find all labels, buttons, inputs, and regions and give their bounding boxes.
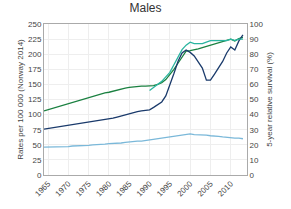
- svg-text:10: 10: [250, 156, 259, 165]
- svg-text:70: 70: [250, 65, 259, 74]
- svg-text:1990: 1990: [135, 179, 154, 198]
- svg-text:150: 150: [28, 80, 42, 89]
- svg-text:20: 20: [250, 141, 259, 150]
- svg-text:50: 50: [250, 95, 259, 104]
- svg-text:1995: 1995: [155, 179, 174, 198]
- svg-text:5-year relative survival (%): 5-year relative survival (%): [265, 52, 274, 147]
- svg-text:1985: 1985: [115, 179, 134, 198]
- svg-text:Rates per 100 000 (Norway 2014: Rates per 100 000 (Norway 2014): [16, 39, 25, 160]
- svg-text:80: 80: [250, 50, 259, 59]
- svg-text:30: 30: [250, 126, 259, 135]
- svg-text:60: 60: [250, 80, 259, 89]
- svg-text:90: 90: [250, 35, 259, 44]
- svg-text:75: 75: [32, 126, 41, 135]
- svg-text:1970: 1970: [54, 179, 73, 198]
- svg-text:2010: 2010: [216, 179, 235, 198]
- svg-text:25: 25: [32, 156, 41, 165]
- svg-text:100: 100: [28, 110, 42, 119]
- svg-text:125: 125: [28, 95, 42, 104]
- svg-text:1965: 1965: [33, 179, 52, 198]
- svg-text:1980: 1980: [94, 179, 113, 198]
- svg-text:2000: 2000: [175, 179, 194, 198]
- svg-text:200: 200: [28, 50, 42, 59]
- svg-text:0: 0: [250, 171, 255, 180]
- svg-text:1975: 1975: [74, 179, 93, 198]
- svg-text:175: 175: [28, 65, 42, 74]
- svg-text:250: 250: [28, 20, 42, 29]
- svg-text:2005: 2005: [196, 179, 215, 198]
- svg-text:225: 225: [28, 35, 42, 44]
- svg-text:Males: Males: [129, 1, 161, 15]
- svg-text:0: 0: [37, 171, 42, 180]
- svg-text:100: 100: [250, 20, 264, 29]
- svg-text:50: 50: [32, 141, 41, 150]
- svg-text:40: 40: [250, 110, 259, 119]
